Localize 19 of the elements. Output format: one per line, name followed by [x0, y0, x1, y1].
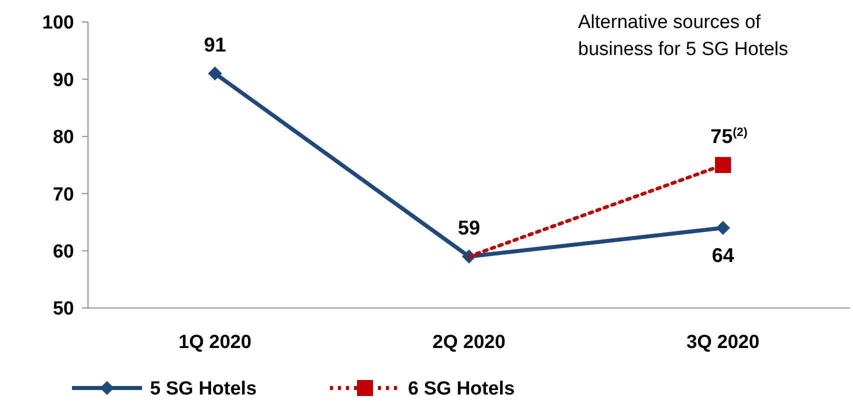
point [716, 220, 730, 235]
annotation: Alternative sources of business for 5 SG Hotels [578, 12, 788, 60]
data-label: 75$^{(2)}$ [710, 125, 748, 148]
legend-label: 6 SG Hotels [408, 378, 515, 400]
y-tick-label: 100 [42, 12, 74, 34]
y-tick-label: 90 [52, 70, 74, 91]
y-tick-label: 70 [52, 184, 74, 206]
y-tick-label: 80 [52, 127, 74, 148]
x-tick-label: 3Q 2020 [686, 332, 760, 353]
x-tick-label: 1Q 2020 [178, 332, 252, 353]
y-tick-label: 60 [52, 241, 74, 262]
point [208, 66, 222, 80]
y-tick-label: 50 [52, 298, 74, 320]
data-label: 59 [458, 218, 480, 240]
data-label: 91 [204, 34, 226, 56]
legend-label: 5 SG Hotels [150, 378, 257, 400]
data-label: 64 [712, 244, 735, 267]
x-tick-label: 2Q 2020 [432, 332, 506, 353]
point [715, 157, 731, 173]
